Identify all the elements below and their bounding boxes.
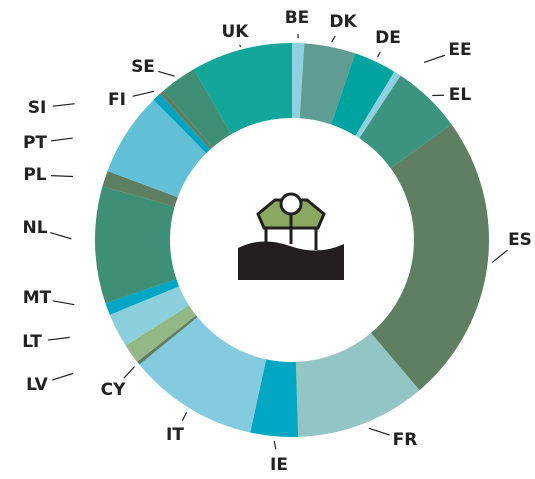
segment-label: FI (108, 90, 126, 110)
leader-line (51, 138, 73, 141)
segment-label: BE (285, 8, 310, 28)
segment-label: PT (23, 133, 47, 153)
leader-line (53, 301, 75, 305)
leader-line (424, 55, 445, 62)
leader-line (378, 52, 381, 57)
leader-line (50, 233, 71, 239)
leader-line (182, 412, 186, 420)
segment-label: PL (23, 165, 46, 185)
segment-label: FR (393, 430, 418, 450)
segment-label: LT (22, 332, 42, 352)
segment-label: LV (26, 375, 48, 395)
segment-label: DK (329, 12, 357, 32)
segment-label: EE (448, 40, 471, 60)
segment-label: UK (222, 22, 250, 42)
segment-label: SI (28, 98, 47, 118)
leader-line (492, 250, 507, 262)
leader-line (124, 367, 135, 379)
leader-line (240, 45, 241, 47)
segment-label: CY (101, 380, 126, 400)
segment-label: SE (131, 57, 155, 77)
center-icon (238, 194, 344, 280)
leader-line (133, 91, 154, 96)
segment-label: IE (270, 455, 288, 475)
leader-line (332, 36, 335, 42)
leader-line (274, 441, 276, 449)
leader-line (51, 176, 73, 177)
segment-label: IT (166, 425, 184, 445)
segment-label: NL (22, 218, 47, 238)
leader-line (48, 337, 70, 340)
leader-line (369, 428, 390, 435)
segment-label: ES (508, 230, 532, 250)
leader-line (53, 104, 75, 106)
segment-label: MT (23, 288, 52, 308)
segment-label: EL (449, 85, 472, 105)
leader-line (158, 71, 174, 76)
leader-line (52, 373, 73, 380)
segment-label: DE (375, 28, 401, 48)
